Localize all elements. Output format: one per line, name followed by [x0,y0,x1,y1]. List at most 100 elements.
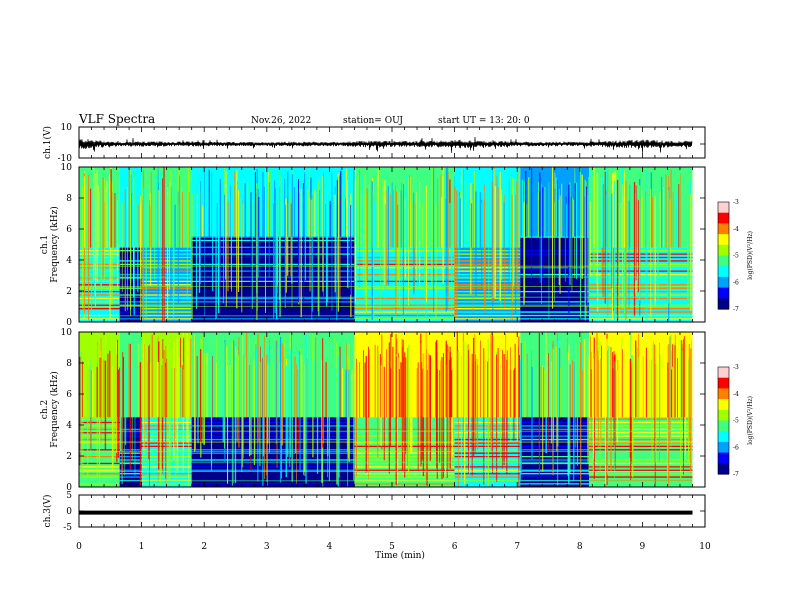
x-tick-label: 8 [577,542,583,552]
y-tick-label: 6 [66,390,72,400]
colorbar-segment [718,444,729,448]
spectrogram-image [79,167,705,322]
x-tick-label: 7 [514,542,520,552]
colorbar-segment [718,244,729,249]
colorbar-segment [718,460,729,464]
colorbar-segment [718,409,729,414]
colorbar-segment [718,268,729,273]
colorbar-segment [718,300,729,305]
colorbar-segment [718,287,729,291]
colorbar-segment [718,383,729,387]
colorbar-segment [718,242,729,246]
y-tick-label: 4 [66,256,72,266]
colorbar-segment [718,279,729,283]
y-tick-label: -10 [58,154,73,164]
colorbar-segment [718,425,729,430]
colorbar-frame [717,201,730,310]
colorbar-ch1: -3 -4 -5 -6 -7 log(PSD)(V²/Hz) [717,199,754,313]
colorbar-segment [718,215,729,219]
colorbar-segment [718,252,729,257]
colorbar-segment [718,455,729,459]
colorbar-segment [718,439,729,443]
colorbar-tick-label: -3 [733,364,739,371]
colorbar-segment [718,452,729,456]
colorbar-segment [718,247,729,251]
colorbar-ch2: -3 -4 -5 -6 -7 log(PSD)(V²/Hz) [717,364,754,478]
x-tick-label: 9 [640,542,646,552]
colorbar-segment [718,202,729,206]
colorbar-segment [718,380,729,384]
colorbar-segment [718,433,729,438]
colorbar-segment [718,423,729,427]
colorbar-segment [718,385,729,389]
colorbar-segment [718,399,729,403]
colorbar-segment [718,255,729,259]
high-band-block [520,332,590,418]
y-axis-label: ch.2 [40,400,50,419]
y-tick-label: 0 [66,483,72,493]
x-tick-label: 4 [327,542,333,552]
colorbar-segment [718,266,729,270]
colorbar-segment [718,415,729,419]
colorbar-segment [718,220,729,224]
colorbar-segment [718,207,729,211]
no-data-region [692,332,705,487]
chart-date: Nov.26, 2022 [251,116,311,126]
y-tick-label: 8 [66,359,72,369]
y-tick-label: 8 [66,194,72,204]
colorbar-segment [718,457,729,462]
y-tick-label: 0 [66,318,72,328]
y-tick-label: 4 [66,421,72,431]
chart-station: station= OUJ [343,116,403,126]
colorbar-segment [718,236,729,241]
x-tick-label: 0 [76,542,82,552]
waveform-ch1-panel: 10 -10 ch.1(V) [42,123,706,164]
y-tick-label: -5 [63,523,72,533]
colorbar-segment [718,258,729,262]
colorbar-segment [718,239,729,243]
x-tick-label: 3 [264,542,270,552]
colorbar-segment [718,298,729,302]
y-tick-label: 0 [66,507,72,517]
colorbar-label: log(PSD)(V²/Hz) [747,231,754,280]
no-data-region [692,167,705,322]
colorbar-segment [718,407,729,411]
colorbar-segment [718,465,729,470]
colorbar-segment [718,431,729,435]
colorbar-segment [718,391,729,395]
x-tick-label: 6 [452,542,458,552]
waveform-ch3-panel: 5 0 -5 ch.3(V) [42,491,706,533]
colorbar-segment [718,276,729,281]
colorbar-tick-label: -4 [733,226,739,233]
y-axis-label: ch.1 [40,235,50,254]
high-band-block [589,332,693,418]
y-tick-label: 6 [66,225,72,235]
colorbar-segment [718,303,729,307]
colorbar-segment [718,306,729,310]
colorbar-segment [718,284,729,289]
colorbar-segment [718,231,729,235]
colorbar-segment [718,401,729,406]
spectrogram-ch1-panel: 0 2 4 6 8 10 ch.1 Frequency (kHz) [40,163,706,328]
waveform-ch1-trace [78,136,693,153]
colorbar-segment [718,375,729,379]
chart-start-time: start UT = 13: 20: 0 [438,116,530,126]
colorbar-segment [718,428,729,432]
y-axis-label: Frequency (kHz) [49,371,60,448]
spectrogram-image [79,332,705,487]
colorbar-segment [718,234,729,238]
y-tick-label: 2 [66,287,72,297]
colorbar-segment [718,260,729,265]
colorbar-tick-label: -6 [733,279,739,286]
x-tick-label: 5 [389,542,395,552]
spectrogram-ch2-panel: 0 2 4 6 8 10 ch.2 Frequency (kHz) [40,328,706,493]
y-tick-label: 10 [61,123,73,133]
time-axis: 0 1 2 3 4 5 6 7 8 9 10 [76,542,711,552]
colorbar-segment [718,449,729,454]
colorbar-segment [718,290,729,294]
x-tick-label: 2 [201,542,207,552]
colorbar-tick-label: -4 [733,391,739,398]
chart-title: VLF Spectra [78,112,155,126]
colorbar-segment [718,436,729,440]
